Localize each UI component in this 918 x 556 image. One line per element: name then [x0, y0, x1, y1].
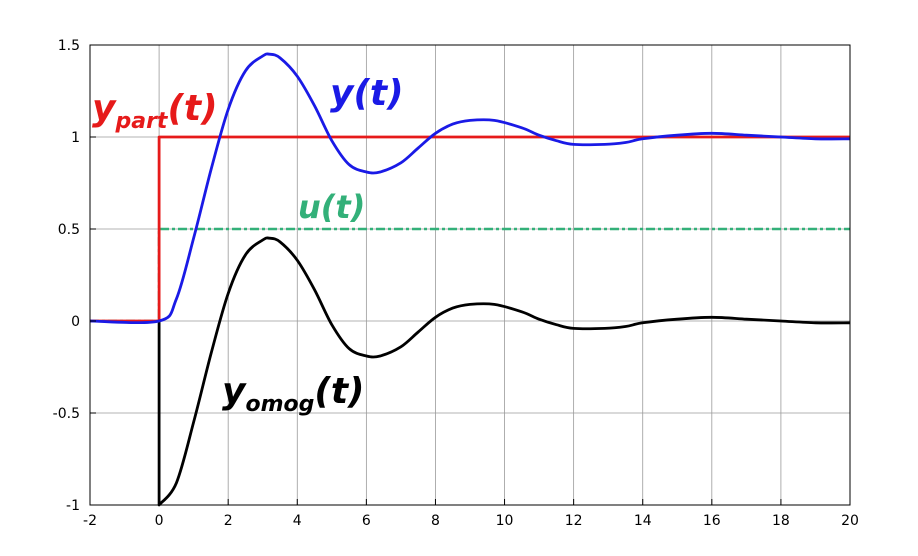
y-tick-label: 0 — [71, 314, 80, 330]
x-tick-label: 16 — [703, 513, 721, 529]
y-tick-label: -1 — [66, 498, 80, 514]
x-tick-label: 14 — [634, 513, 652, 529]
series-line-u-t — [90, 227, 850, 323]
series-labels: y(t) ypart(t) u(t) yomog(t) — [92, 73, 404, 417]
series-label-u-t: u(t) — [298, 188, 365, 226]
y-tick-label: 1.5 — [58, 38, 80, 54]
x-tick-label: 6 — [362, 513, 371, 529]
series-label-y-part-t: ypart(t) — [92, 88, 218, 134]
y-tick-label: -0.5 — [53, 406, 80, 422]
x-axis-ticks: -2 0 2 4 6 8 10 12 14 16 18 20 — [83, 499, 859, 529]
x-tick-label: 12 — [565, 513, 583, 529]
x-tick-label: 8 — [431, 513, 440, 529]
series-line-y-t — [89, 52, 851, 325]
series-label-y-t: y(t) — [330, 73, 404, 114]
y-axis-ticks: -1 -0.5 0 0.5 1 1.5 — [53, 38, 96, 514]
x-tick-label: 18 — [772, 513, 790, 529]
plot-frame — [89, 44, 851, 506]
series-label-y-omog-t: yomog(t) — [222, 371, 365, 417]
x-tick-label: 2 — [224, 513, 233, 529]
series-layer — [89, 52, 851, 507]
x-tick-label: -2 — [83, 513, 97, 529]
series-line-y-omog-t — [157, 236, 851, 507]
y-tick-label: 1 — [71, 130, 80, 146]
x-tick-label: 4 — [293, 513, 302, 529]
y-tick-label: 0.5 — [58, 222, 80, 238]
x-tick-label: 0 — [155, 513, 164, 529]
x-tick-label: 10 — [496, 513, 514, 529]
x-tick-label: 20 — [841, 513, 859, 529]
